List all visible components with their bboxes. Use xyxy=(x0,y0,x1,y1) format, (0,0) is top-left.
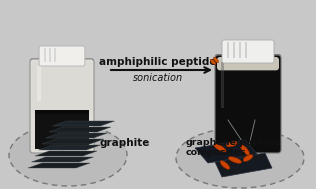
FancyBboxPatch shape xyxy=(30,59,94,153)
Ellipse shape xyxy=(210,60,216,64)
Polygon shape xyxy=(49,127,111,132)
Text: amphiphilic peptide: amphiphilic peptide xyxy=(99,57,217,67)
Bar xyxy=(35,114,89,149)
FancyBboxPatch shape xyxy=(217,57,279,70)
Bar xyxy=(239,42,241,58)
Bar xyxy=(35,109,89,114)
Polygon shape xyxy=(195,140,258,163)
Polygon shape xyxy=(28,163,90,168)
Polygon shape xyxy=(52,121,114,126)
Ellipse shape xyxy=(220,161,230,169)
Ellipse shape xyxy=(240,145,250,155)
Bar xyxy=(227,42,229,58)
FancyBboxPatch shape xyxy=(32,61,92,113)
FancyBboxPatch shape xyxy=(215,55,281,153)
Polygon shape xyxy=(39,145,100,150)
Polygon shape xyxy=(35,151,97,156)
Ellipse shape xyxy=(214,57,219,63)
Text: sonication: sonication xyxy=(133,73,183,83)
Bar xyxy=(221,62,224,108)
Polygon shape xyxy=(46,133,107,138)
Bar xyxy=(44,48,46,62)
Bar xyxy=(233,42,235,58)
Polygon shape xyxy=(42,139,104,144)
Ellipse shape xyxy=(243,154,253,161)
Ellipse shape xyxy=(214,144,226,152)
Bar xyxy=(245,42,247,58)
Ellipse shape xyxy=(226,141,238,147)
FancyBboxPatch shape xyxy=(39,46,85,66)
Bar xyxy=(49,48,51,62)
Bar xyxy=(54,48,56,62)
Polygon shape xyxy=(32,157,94,162)
Text: graphene/peptide: graphene/peptide xyxy=(186,138,281,147)
FancyBboxPatch shape xyxy=(30,58,94,152)
FancyBboxPatch shape xyxy=(222,40,274,63)
Text: graphite: graphite xyxy=(100,138,150,148)
Ellipse shape xyxy=(9,124,127,186)
FancyBboxPatch shape xyxy=(215,54,281,152)
Ellipse shape xyxy=(176,128,304,188)
Ellipse shape xyxy=(228,157,242,163)
Text: composites: composites xyxy=(186,148,246,157)
Polygon shape xyxy=(215,153,272,177)
Bar xyxy=(37,66,41,101)
